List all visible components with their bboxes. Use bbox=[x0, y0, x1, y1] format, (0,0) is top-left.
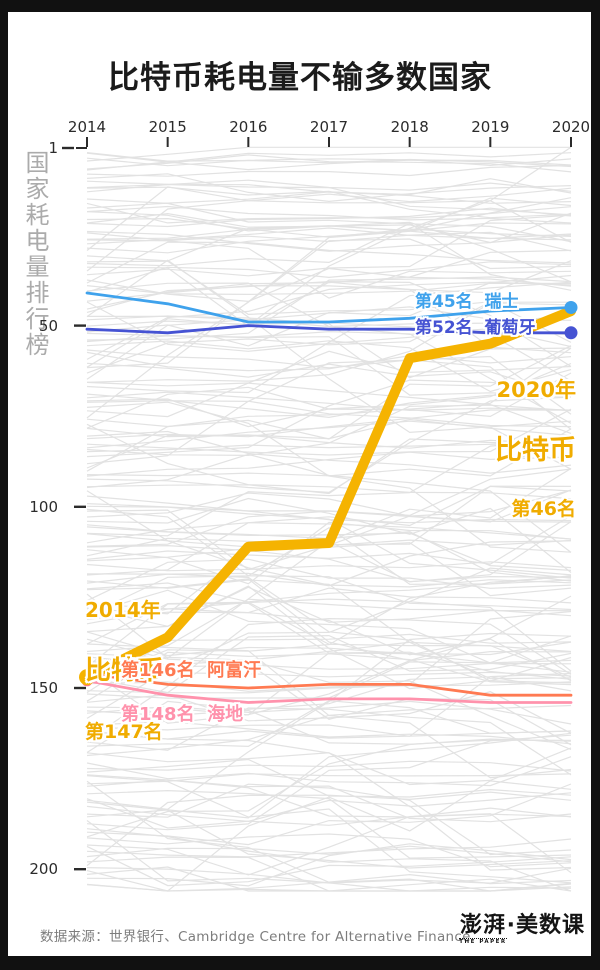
annotation-bitcoin-2014-year: 2014年 bbox=[85, 597, 161, 622]
chart-title: 比特币耗电量不输多数国家 bbox=[108, 60, 492, 96]
annotation-switzerland: 第45名 瑞士 bbox=[415, 292, 519, 312]
data-source-note: 数据来源：世界银行、Cambridge Centre for Alternati… bbox=[40, 929, 471, 945]
publisher-logo-left: 澎湃 THE PAPER bbox=[459, 913, 507, 946]
x-tick-label-2014: 2014 bbox=[67, 118, 107, 136]
annotation-bitcoin-2020: 2020年 比特币 第46名 bbox=[495, 344, 576, 554]
x-tick-label-2019: 2019 bbox=[471, 118, 510, 136]
y-tick-label-100: 100 bbox=[29, 497, 58, 516]
annotation-portugal: 第52名 葡萄牙 bbox=[415, 318, 536, 338]
y-tick-label-1: 1 bbox=[48, 139, 58, 157]
annotation-bitcoin-2014-name: 比特币 bbox=[85, 656, 164, 687]
y-tick-label-50: 50 bbox=[38, 316, 58, 335]
x-tick-label-2018: 2018 bbox=[390, 118, 429, 136]
annotation-bitcoin-2020-rank: 第46名 bbox=[511, 498, 576, 521]
y-axis-title: 国家耗电量排行榜 bbox=[21, 150, 49, 358]
annotation-afghanistan: 第146名 阿富汗 bbox=[121, 660, 262, 681]
annotation-bitcoin-2014: 2014年 比特币 第147名 bbox=[85, 563, 163, 779]
x-tick-label-2017: 2017 bbox=[309, 118, 349, 136]
annotation-bitcoin-2014-rank: 第147名 bbox=[85, 720, 163, 743]
x-tick-label-2015: 2015 bbox=[148, 118, 187, 136]
publisher-logo-main: 澎湃 bbox=[459, 913, 506, 938]
publisher-logo-right: ·美数课 bbox=[506, 913, 585, 938]
x-tick-label-2016: 2016 bbox=[229, 118, 268, 136]
publisher-logo-subtitle: THE PAPER bbox=[459, 938, 507, 945]
x-tick-label-2020: 2020 bbox=[551, 118, 591, 136]
annotation-haiti: 第148名 海地 bbox=[121, 704, 244, 725]
publisher-logo: 澎湃 THE PAPER ·美数课 bbox=[459, 915, 585, 946]
annotation-bitcoin-2020-year: 2020年 bbox=[496, 377, 576, 402]
annotation-bitcoin-2020-name: 比特币 bbox=[495, 434, 576, 466]
y-tick-label-150: 150 bbox=[29, 679, 58, 697]
y-tick-label-200: 200 bbox=[29, 860, 58, 879]
